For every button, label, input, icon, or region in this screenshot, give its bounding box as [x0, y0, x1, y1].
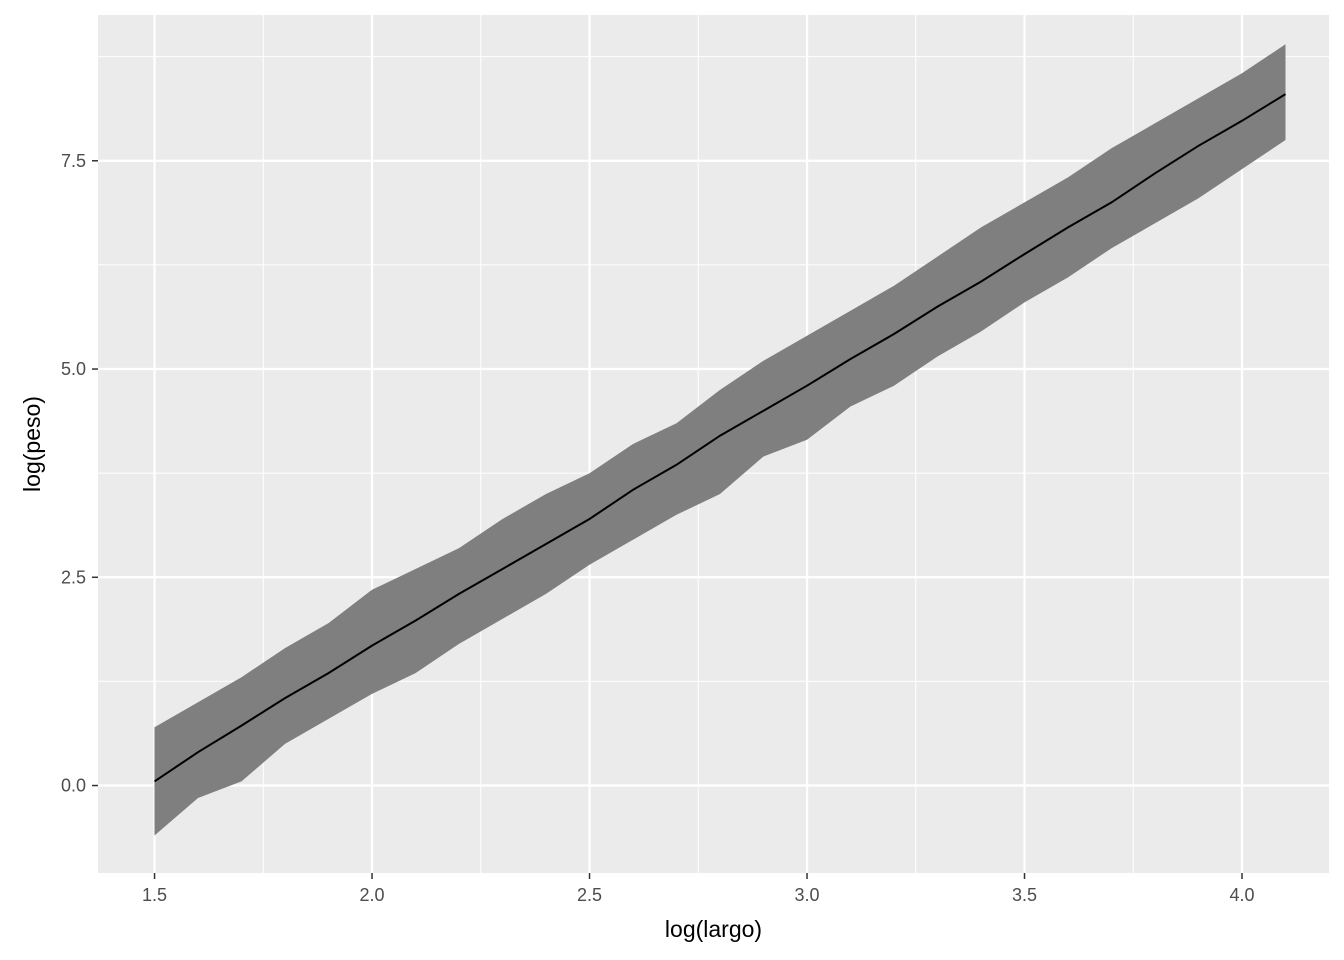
x-tick-label: 3.0 [795, 885, 820, 905]
x-axis-title: log(largo) [665, 916, 762, 942]
x-tick-label: 3.5 [1012, 885, 1037, 905]
x-tick-label: 2.5 [577, 885, 602, 905]
y-tick-label: 5.0 [61, 359, 86, 379]
prediction-ribbon [154, 44, 1286, 836]
y-tick-label: 2.5 [61, 567, 86, 587]
x-tick-label: 1.5 [142, 885, 167, 905]
y-axis: 0.0 2.5 5.0 7.5 [61, 151, 98, 796]
y-axis-title: log(peso) [19, 396, 45, 492]
x-tick-label: 2.0 [360, 885, 385, 905]
x-tick-label: 4.0 [1229, 885, 1254, 905]
y-tick-label: 7.5 [61, 151, 86, 171]
x-axis: 1.5 2.0 2.5 3.0 3.5 4.0 [142, 873, 1255, 905]
y-tick-label: 0.0 [61, 776, 86, 796]
fitted-line [153, 93, 1287, 783]
